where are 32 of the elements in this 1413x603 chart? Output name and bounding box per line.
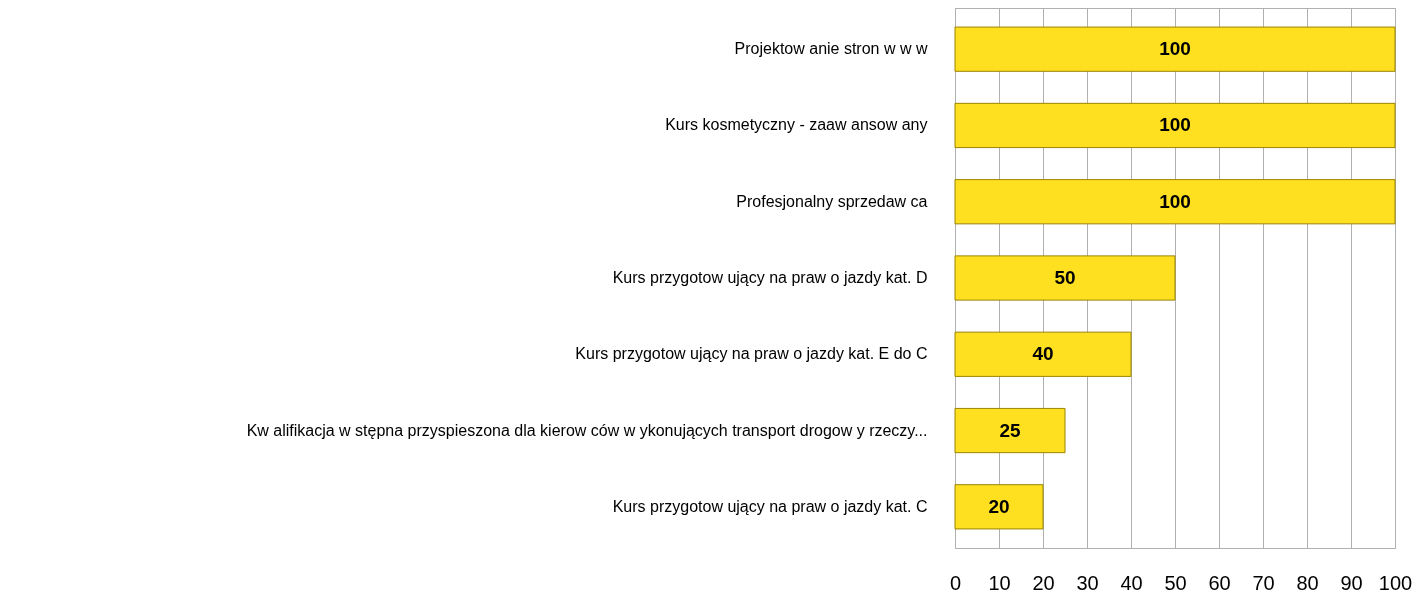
x-tick-label: 40 — [1120, 571, 1143, 594]
bar — [954, 407, 1066, 454]
y-tick-label: Projektow anie stron w w w — [734, 40, 928, 58]
data-label: 40 — [1032, 343, 1054, 365]
data-label: 100 — [1159, 114, 1191, 136]
bar — [954, 102, 1396, 149]
y-tick-label: Kurs przygotow ujący na praw o jazdy kat. D — [612, 269, 928, 286]
bar — [954, 26, 1396, 72]
data-label: 100 — [1159, 190, 1191, 212]
x-tick-label: 50 — [1164, 571, 1187, 594]
x-tick-label: 90 — [1340, 571, 1363, 594]
bar — [954, 331, 1132, 377]
data-label: 20 — [988, 495, 1010, 517]
data-label: 100 — [1159, 38, 1191, 60]
x-tick-label: 30 — [1076, 571, 1099, 594]
y-tick-label: Kurs przygotow ujący na praw o jazdy kat. C — [612, 497, 928, 515]
x-tick-label: 20 — [1032, 571, 1055, 594]
data-label: 50 — [1054, 267, 1076, 288]
y-tick-label: Kw alifikacja w stępna przyspieszona dla kierow ców w ykonujących transport drogow y rzeczy... — [246, 421, 928, 439]
y-tick-label: Profesjonalny sprzedaw ca — [736, 192, 928, 210]
x-tick-label: 0 — [949, 571, 962, 594]
bar — [954, 255, 1176, 301]
x-tick-label: 60 — [1208, 571, 1231, 594]
x-tick-label: 70 — [1252, 571, 1275, 594]
x-tick-label: 100 — [1378, 571, 1413, 594]
x-tick-label: 80 — [1296, 571, 1319, 594]
y-tick-label: Kurs przygotow ujący na praw o jazdy kat. E do C — [575, 345, 928, 363]
bar — [954, 179, 1396, 225]
y-tick-label: Kurs kosmetyczny - zaaw ansow any — [665, 116, 928, 134]
data-label: 25 — [999, 419, 1021, 441]
x-tick-label: 10 — [988, 571, 1011, 594]
bar — [954, 484, 1044, 530]
